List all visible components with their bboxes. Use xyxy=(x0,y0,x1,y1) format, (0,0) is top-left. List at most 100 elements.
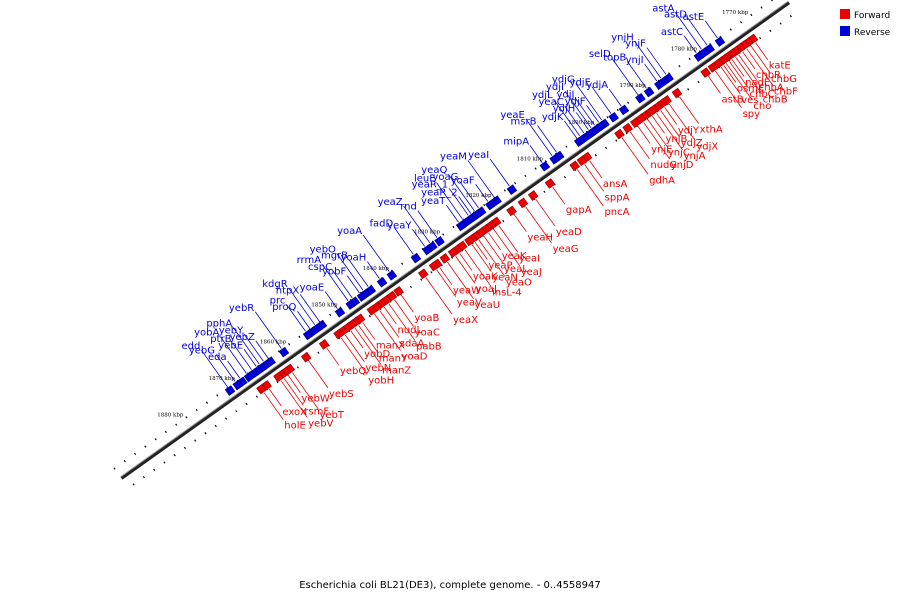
minor-tick xyxy=(442,233,445,236)
leader-line xyxy=(340,337,368,375)
gene-label: prc xyxy=(270,295,286,306)
reverse-gene-block xyxy=(635,92,646,104)
gene-label: ynjA xyxy=(684,151,706,162)
legend-reverse-label: Reverse xyxy=(854,28,891,38)
gene-label: ynjI xyxy=(626,55,644,66)
reverse-gene-block xyxy=(278,346,290,358)
minor-tick xyxy=(430,271,433,274)
gene-label: yoaJ xyxy=(476,284,497,295)
leader-line xyxy=(634,41,662,79)
gene-label: yobD xyxy=(364,349,390,360)
gene-label: yeaI xyxy=(519,253,540,264)
leader-line xyxy=(683,35,697,54)
gene-label: ydjL xyxy=(532,90,553,101)
leader-line xyxy=(575,83,603,121)
gene-label: ves xyxy=(741,95,758,106)
gene-label: exoX xyxy=(282,407,307,418)
gene-features xyxy=(224,33,759,396)
minor-tick xyxy=(483,203,486,207)
gene-label: yebE xyxy=(218,340,243,351)
gene-label: yeaM xyxy=(440,151,467,162)
gene-label: astA xyxy=(652,4,674,15)
minor-tick xyxy=(113,467,116,470)
axis-tick-label: 1780 kbp xyxy=(671,47,698,53)
leader-line xyxy=(755,42,769,60)
gene-label: yoaB xyxy=(414,313,439,324)
minor-tick xyxy=(604,146,608,150)
gene-label: topB xyxy=(603,52,626,63)
gene-label: yeaU xyxy=(475,300,501,311)
leader-line xyxy=(297,310,310,329)
leader-line xyxy=(707,76,721,94)
leader-line xyxy=(535,198,556,227)
gene-label: yeaD xyxy=(556,227,582,238)
forward-gene-block xyxy=(622,122,633,134)
minor-tick xyxy=(688,57,691,60)
minor-tick xyxy=(502,219,505,223)
leader-line xyxy=(564,120,577,139)
axis-tick-label: 1800 kbp xyxy=(568,120,595,126)
legend-reverse-swatch xyxy=(840,26,850,36)
gene-label: ydjK xyxy=(542,112,564,123)
leader-line xyxy=(280,380,308,418)
leader-line xyxy=(553,99,581,137)
gene-label: pncA xyxy=(604,207,629,218)
gene-label: yebZ xyxy=(230,332,255,343)
reverse-gene-block xyxy=(232,379,244,391)
gene-label: yoaE xyxy=(300,282,324,293)
reverse-gene-block xyxy=(539,160,551,172)
leader-line xyxy=(525,206,552,244)
leader-line xyxy=(417,210,438,238)
backbone-shadow xyxy=(120,0,789,478)
leader-line xyxy=(627,61,647,89)
gene-label: yeaP xyxy=(488,260,512,271)
gene-label: yeaG xyxy=(553,244,579,255)
reverse-gene-block xyxy=(491,195,502,206)
gene-label: nudL xyxy=(397,325,422,336)
gene-label: ynjE xyxy=(651,144,672,155)
leader-line xyxy=(388,303,416,341)
gene-label: ydjI xyxy=(546,82,564,93)
minor-tick xyxy=(514,182,517,185)
minor-tick xyxy=(543,190,546,193)
leader-line xyxy=(488,232,502,251)
gene-label: chbG xyxy=(771,74,797,85)
gene-label: yeaH xyxy=(527,233,553,244)
gene-label: manY xyxy=(379,353,408,364)
leader-line xyxy=(458,196,472,214)
reverse-gene-block xyxy=(714,36,726,47)
leader-line xyxy=(591,86,612,114)
gene-label: yebO xyxy=(310,245,336,256)
leader-line xyxy=(447,261,474,299)
forward-gene-block xyxy=(417,268,429,280)
gene-label: yebV xyxy=(308,418,333,429)
gene-label: astC xyxy=(661,27,683,38)
minor-tick xyxy=(769,29,772,32)
leader-line xyxy=(459,180,479,209)
forward-gene-block xyxy=(273,371,284,383)
minor-tick xyxy=(195,408,198,412)
reverse-gene-block xyxy=(455,220,467,232)
leader-line xyxy=(483,235,504,264)
leader-line xyxy=(448,173,475,212)
leader-line xyxy=(326,347,340,366)
gene-label: edd xyxy=(181,341,200,352)
gene-label: yeaR_1 xyxy=(412,179,449,190)
gene-label: ynjB xyxy=(666,134,688,145)
minor-tick xyxy=(606,116,609,119)
gene-label: yeaR_2 xyxy=(421,187,458,198)
leader-line xyxy=(436,182,463,220)
gene-label: yeaC xyxy=(539,97,564,108)
leader-line xyxy=(263,392,284,420)
gene-label: rrmA xyxy=(297,255,322,266)
gene-label: yobH xyxy=(368,375,394,386)
leader-line xyxy=(393,227,414,255)
gene-label: yoaG xyxy=(433,172,459,183)
leader-line xyxy=(725,63,753,101)
gene-label: insL-4 xyxy=(492,287,522,298)
minor-tick xyxy=(401,262,404,265)
minor-tick xyxy=(687,88,690,91)
leader-line xyxy=(350,330,364,349)
reverse-gene-block xyxy=(654,79,665,91)
gene-label: astE xyxy=(683,12,705,23)
